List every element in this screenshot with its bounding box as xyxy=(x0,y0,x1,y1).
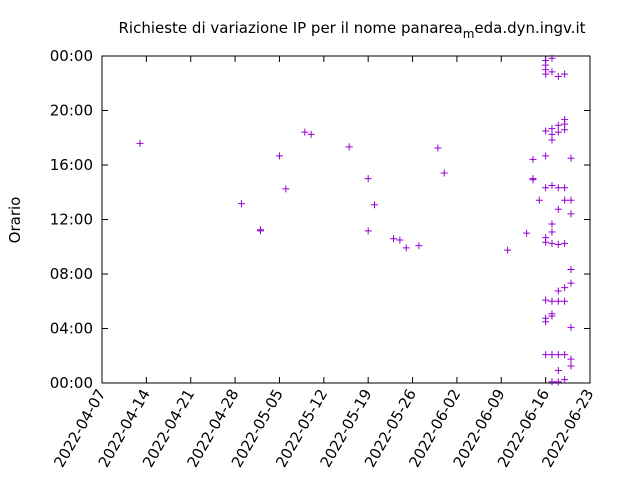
data-point xyxy=(561,196,569,204)
chart-title: Richieste di variazione IP per il nome p… xyxy=(118,19,585,41)
data-point xyxy=(136,139,144,147)
data-point xyxy=(567,265,575,273)
data-point xyxy=(561,376,569,384)
data-point xyxy=(561,351,569,359)
data-point xyxy=(523,229,531,237)
data-point xyxy=(554,297,562,305)
data-point xyxy=(567,210,575,218)
data-point xyxy=(567,355,575,363)
y-tick-label: 12:00 xyxy=(50,211,93,229)
y-tick-label: 00:00 xyxy=(50,47,93,65)
data-point xyxy=(396,236,404,244)
data-point xyxy=(282,185,290,193)
data-point xyxy=(542,184,550,192)
data-point xyxy=(554,128,562,136)
data-point xyxy=(542,152,550,160)
data-point xyxy=(567,279,575,287)
data-point xyxy=(548,68,556,76)
data-point xyxy=(567,196,575,204)
data-point xyxy=(542,127,550,135)
data-point xyxy=(402,244,410,252)
data-point xyxy=(554,287,562,295)
data-point xyxy=(345,143,353,151)
data-point xyxy=(548,220,556,228)
data-point xyxy=(535,196,543,204)
data-point xyxy=(554,121,562,129)
data-point xyxy=(504,246,512,254)
data-point xyxy=(542,238,550,246)
data-point xyxy=(548,312,556,320)
data-point xyxy=(561,297,569,305)
y-tick-label: 16:00 xyxy=(50,156,93,174)
y-tick-label: 04:00 xyxy=(50,320,93,338)
data-point xyxy=(542,296,550,304)
data-point xyxy=(561,239,569,247)
data-point xyxy=(554,367,562,375)
data-point xyxy=(567,154,575,162)
data-point xyxy=(301,128,309,136)
data-point xyxy=(561,70,569,78)
data-point xyxy=(548,297,556,305)
data-point xyxy=(561,126,569,134)
data-points xyxy=(136,54,575,386)
y-axis: 00:00 04:00 08:00 12:00 16:00 20:00 00:00 xyxy=(50,47,590,392)
data-point xyxy=(561,184,569,192)
y-tick-label: 20:00 xyxy=(50,102,93,120)
data-point xyxy=(364,175,372,183)
data-point xyxy=(256,227,264,235)
data-point xyxy=(529,155,537,163)
data-point xyxy=(542,318,550,326)
data-point xyxy=(554,351,562,359)
data-point xyxy=(371,201,379,209)
data-point xyxy=(440,169,448,177)
data-point xyxy=(567,323,575,331)
data-point xyxy=(529,176,537,184)
data-point xyxy=(434,144,442,152)
data-point xyxy=(237,200,245,208)
data-point xyxy=(548,228,556,236)
data-point xyxy=(307,130,315,138)
data-point xyxy=(548,239,556,247)
data-point xyxy=(554,378,562,386)
data-point xyxy=(390,235,398,243)
data-point xyxy=(561,284,569,292)
data-point xyxy=(548,351,556,359)
data-point xyxy=(542,70,550,78)
data-point xyxy=(542,351,550,359)
y-tick-label: 08:00 xyxy=(50,265,93,283)
data-point xyxy=(567,362,575,370)
data-point xyxy=(364,227,372,235)
data-point xyxy=(548,181,556,189)
data-point xyxy=(415,242,423,250)
data-point xyxy=(275,152,283,160)
data-point xyxy=(554,240,562,248)
y-axis-label: Orario xyxy=(6,197,24,244)
data-point xyxy=(548,54,556,62)
data-point xyxy=(548,136,556,144)
y-tick-label: 00:00 xyxy=(50,374,93,392)
plot-frame xyxy=(101,55,591,384)
x-axis: 2022-04-072022-04-142022-04-212022-04-28… xyxy=(50,56,597,471)
data-point xyxy=(554,72,562,80)
data-point xyxy=(554,205,562,213)
data-point xyxy=(554,184,562,192)
data-point xyxy=(548,378,556,386)
